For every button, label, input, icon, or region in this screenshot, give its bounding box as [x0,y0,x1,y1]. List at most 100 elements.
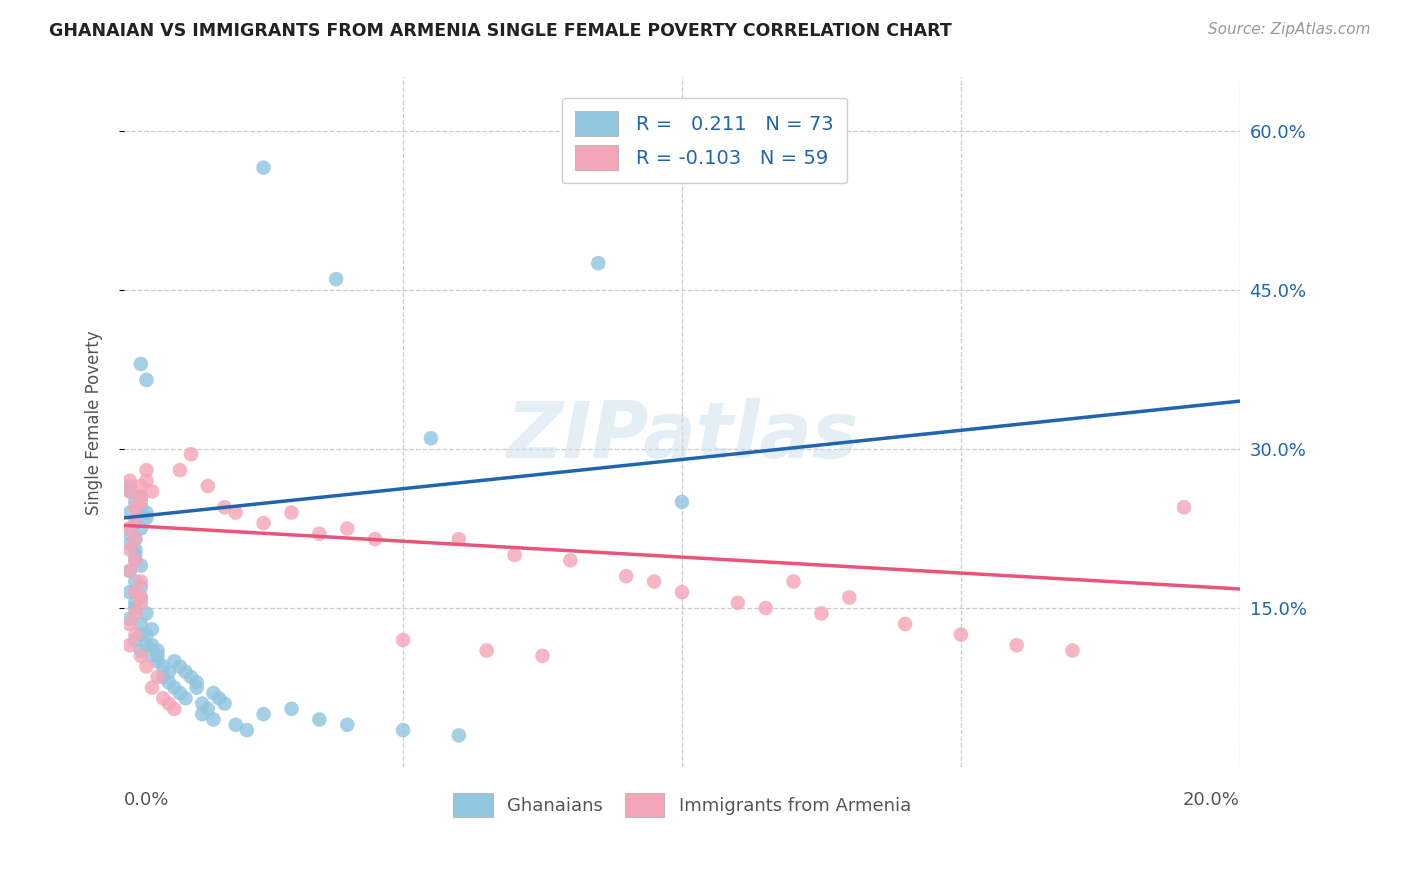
Point [308,526,330,541]
Point [118,564,141,578]
Point [447,532,470,546]
Point [186,681,208,695]
Point [124,532,146,546]
Y-axis label: Single Female Poverty: Single Female Poverty [86,330,103,515]
Point [252,516,274,531]
Point [118,506,141,520]
Point [503,548,526,562]
Point [135,373,157,387]
Point [124,585,146,599]
Point [325,272,347,286]
Point [124,495,146,509]
Point [124,500,146,515]
Point [191,707,214,722]
Point [252,707,274,722]
Point [146,670,169,684]
Point [124,532,146,546]
Point [197,479,219,493]
Point [118,537,141,551]
Point [118,484,141,499]
Point [163,702,186,716]
Point [191,697,214,711]
Point [129,479,152,493]
Point [202,713,225,727]
Point [336,718,359,732]
Point [531,648,554,663]
Point [1173,500,1195,515]
Point [146,643,169,657]
Point [129,591,152,605]
Point [124,511,146,525]
Point [560,553,582,567]
Point [118,484,141,499]
Point [118,479,141,493]
Point [118,612,141,626]
Point [118,638,141,652]
Point [141,681,163,695]
Point [135,506,157,520]
Point [129,617,152,632]
Point [169,463,191,477]
Point [118,564,141,578]
Point [280,506,302,520]
Point [782,574,804,589]
Point [129,596,152,610]
Point [174,691,197,706]
Point [392,723,415,738]
Point [146,654,169,668]
Point [727,596,749,610]
Point [1062,643,1084,657]
Point [129,490,152,504]
Point [135,511,157,525]
Point [949,627,972,641]
Point [225,718,247,732]
Point [1005,638,1028,652]
Text: ZIPatlas: ZIPatlas [506,398,858,475]
Point [129,627,152,641]
Point [141,622,163,636]
Point [308,713,330,727]
Point [392,632,415,647]
Point [180,447,202,461]
Point [163,654,186,668]
Point [671,495,693,509]
Point [129,521,152,535]
Point [118,542,141,557]
Point [141,638,163,652]
Point [135,638,157,652]
Point [135,607,157,621]
Point [124,553,146,567]
Point [135,474,157,488]
Point [643,574,665,589]
Text: Source: ZipAtlas.com: Source: ZipAtlas.com [1208,22,1371,37]
Point [124,596,146,610]
Point [214,500,236,515]
Point [118,521,141,535]
Text: 0.0%: 0.0% [124,791,170,809]
Point [129,500,152,515]
Point [169,659,191,673]
Point [252,161,274,175]
Point [152,659,174,673]
Point [124,574,146,589]
Point [202,686,225,700]
Point [152,670,174,684]
Point [180,670,202,684]
Point [157,675,180,690]
Point [129,574,152,589]
Point [141,484,163,499]
Point [146,648,169,663]
Point [225,506,247,520]
Point [124,553,146,567]
Point [129,648,152,663]
Point [124,516,146,531]
Point [135,659,157,673]
Point [152,691,174,706]
Point [124,601,146,615]
Point [141,648,163,663]
Point [163,681,186,695]
Point [186,675,208,690]
Point [197,702,219,716]
Point [236,723,259,738]
Point [129,490,152,504]
